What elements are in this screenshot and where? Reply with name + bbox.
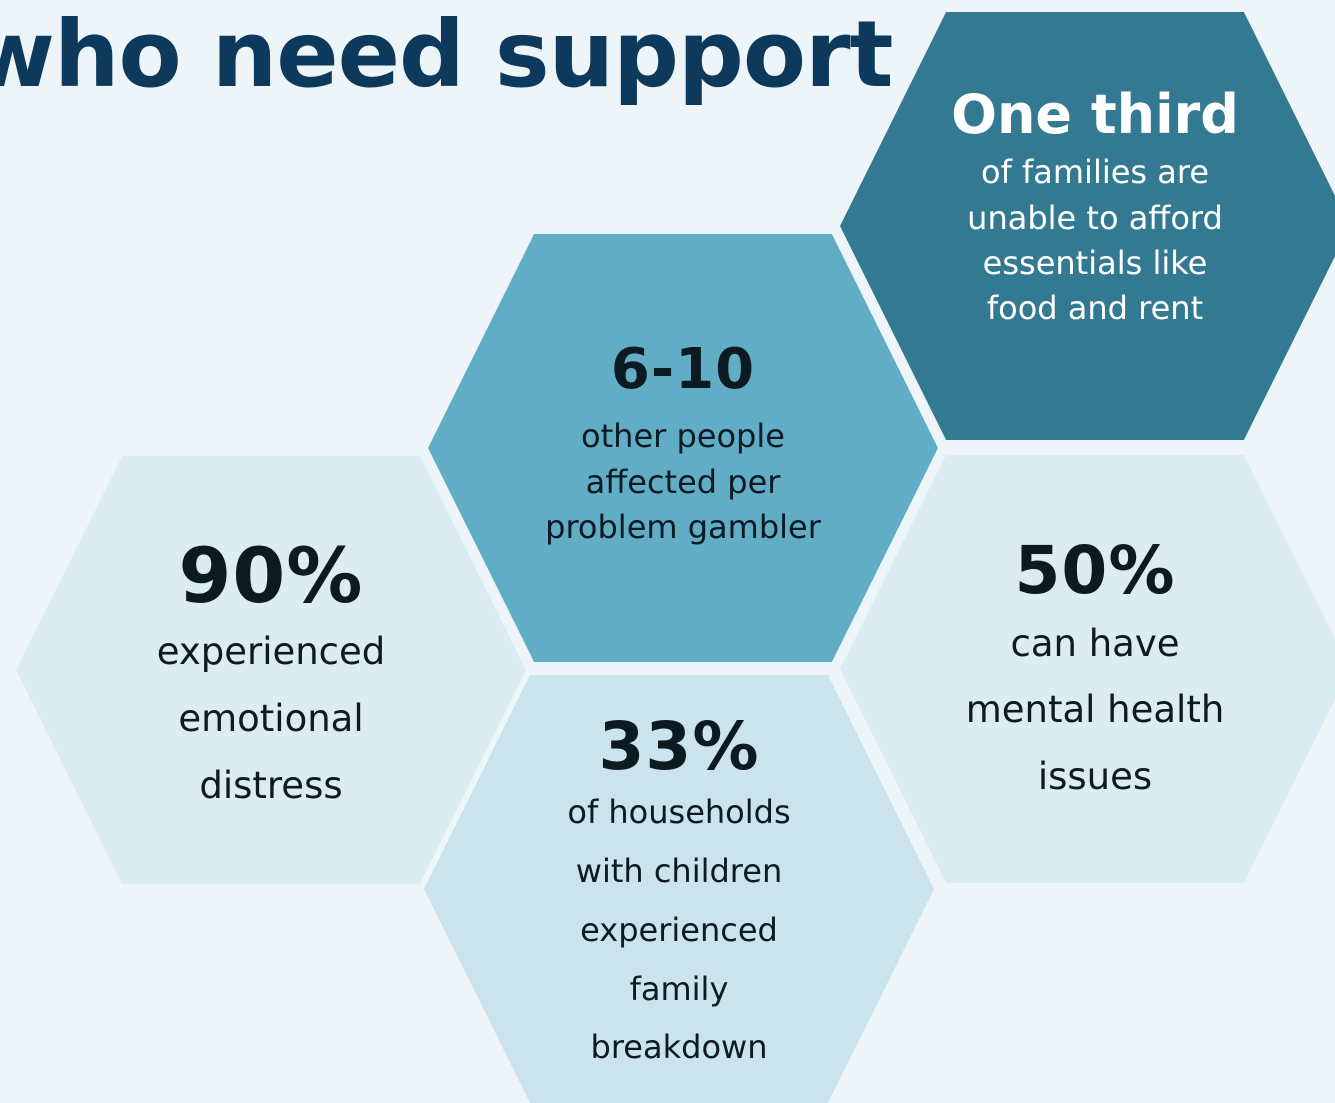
- stat-figure: 50%: [1014, 532, 1176, 609]
- stat-figure: One third: [951, 83, 1239, 146]
- stat-line: can have: [1010, 621, 1180, 665]
- stat-figure: 33%: [598, 708, 760, 785]
- stat-figure: 90%: [178, 531, 364, 620]
- stat-line: other people: [581, 417, 785, 456]
- stat-line: emotional: [178, 696, 364, 740]
- stat-hex-six-ten: 6-10 other people affected per problem g…: [428, 234, 938, 662]
- stat-line: family: [629, 969, 729, 1008]
- stat-line: of households: [567, 792, 791, 831]
- stat-line: with children: [575, 851, 783, 890]
- stat-line: breakdown: [590, 1028, 768, 1067]
- stat-line: essentials like: [982, 243, 1208, 282]
- stat-line: experienced: [580, 910, 778, 949]
- stat-line: experienced: [156, 630, 386, 674]
- stat-line: problem gambler: [545, 508, 821, 547]
- stat-hex-fifty: 50% can have mental health issues: [840, 455, 1335, 883]
- stat-line: affected per: [585, 462, 781, 501]
- stat-line: food and rent: [986, 289, 1204, 328]
- stat-hex-thirty-three: 33% of households with children experien…: [424, 675, 934, 1103]
- stat-figure: 6-10: [610, 337, 756, 402]
- page-heading: who need support: [0, 1, 893, 108]
- stat-line: unable to afford: [967, 198, 1223, 237]
- stat-line: of families are: [980, 153, 1209, 192]
- stat-hex-one-third: One third of families are unable to affo…: [840, 12, 1335, 440]
- stat-hex-ninety: 90% experienced emotional distress: [16, 456, 526, 884]
- stat-line: distress: [199, 763, 343, 807]
- stat-line: mental health: [965, 688, 1225, 732]
- stat-line: issues: [1037, 755, 1153, 799]
